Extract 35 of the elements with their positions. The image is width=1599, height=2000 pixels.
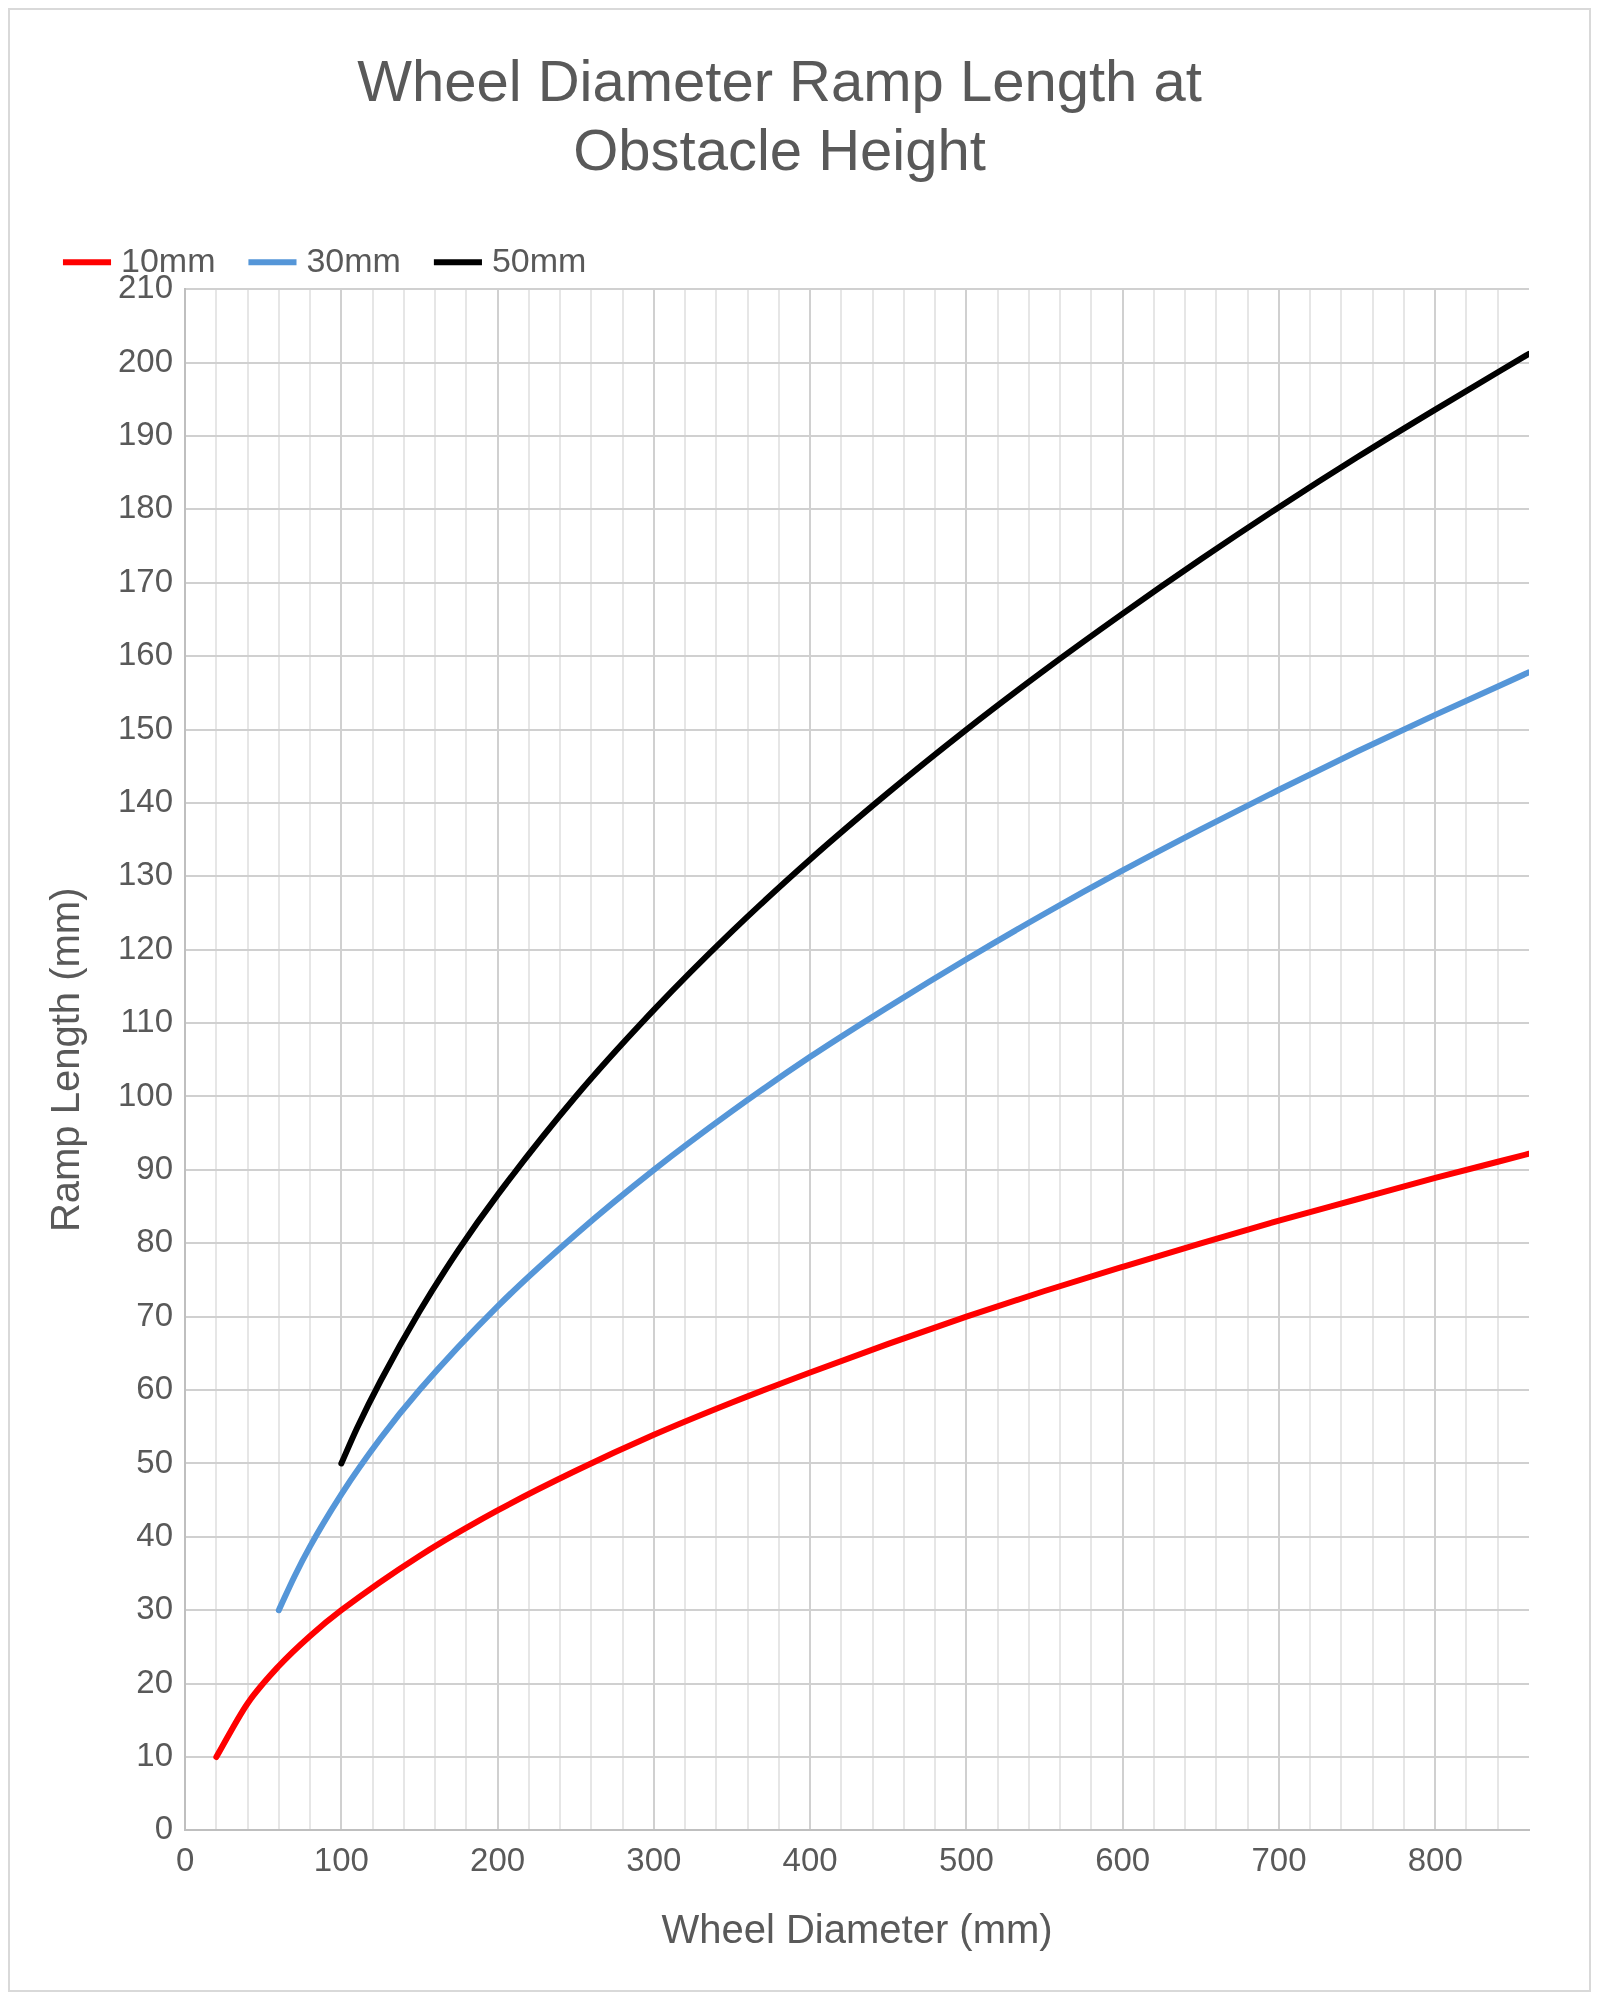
- x-tick-label: 100: [313, 1841, 369, 1879]
- y-tick-label: 50: [136, 1442, 174, 1480]
- y-tick-label: 200: [118, 341, 174, 379]
- y-tick-label: 130: [118, 855, 174, 893]
- y-tick-label: 90: [136, 1148, 174, 1186]
- x-axis-title: Wheel Diameter (mm): [661, 1907, 1053, 1952]
- y-tick-label: 100: [118, 1075, 174, 1113]
- legend-label: 50mm: [491, 240, 587, 279]
- y-tick-label: 60: [136, 1369, 174, 1407]
- y-tick-label: 170: [118, 561, 174, 599]
- y-tick-label: 140: [118, 782, 174, 820]
- y-tick-label: 110: [120, 1002, 174, 1040]
- text: Obstacle Height: [573, 117, 986, 183]
- x-tick-label: 600: [1095, 1841, 1151, 1879]
- y-tick-label: 20: [136, 1662, 174, 1700]
- x-tick-label: 300: [626, 1841, 682, 1879]
- y-tick-label: 120: [118, 928, 174, 966]
- x-tick-label: 700: [1251, 1841, 1307, 1879]
- y-tick-label: 190: [118, 415, 174, 453]
- x-tick-label: 400: [782, 1841, 838, 1879]
- y-tick-label: 10: [136, 1736, 174, 1774]
- y-tick-label: 160: [118, 635, 174, 673]
- y-tick-label: 40: [136, 1515, 174, 1553]
- x-tick-label: 800: [1407, 1841, 1463, 1879]
- legend-label: 30mm: [306, 240, 401, 279]
- y-tick-label: 0: [154, 1809, 174, 1847]
- y-tick-label: 180: [118, 488, 174, 526]
- y-tick-label: 70: [136, 1295, 174, 1333]
- text: Wheel Diameter Ramp Length at: [357, 47, 1202, 113]
- y-axis-title: Ramp Length (mm): [43, 887, 88, 1233]
- y-tick-label: 150: [118, 708, 174, 746]
- x-tick-label: 500: [938, 1841, 994, 1879]
- x-tick-label: 200: [470, 1841, 526, 1879]
- y-tick-label: 30: [136, 1589, 174, 1627]
- y-tick-label: 80: [136, 1222, 174, 1260]
